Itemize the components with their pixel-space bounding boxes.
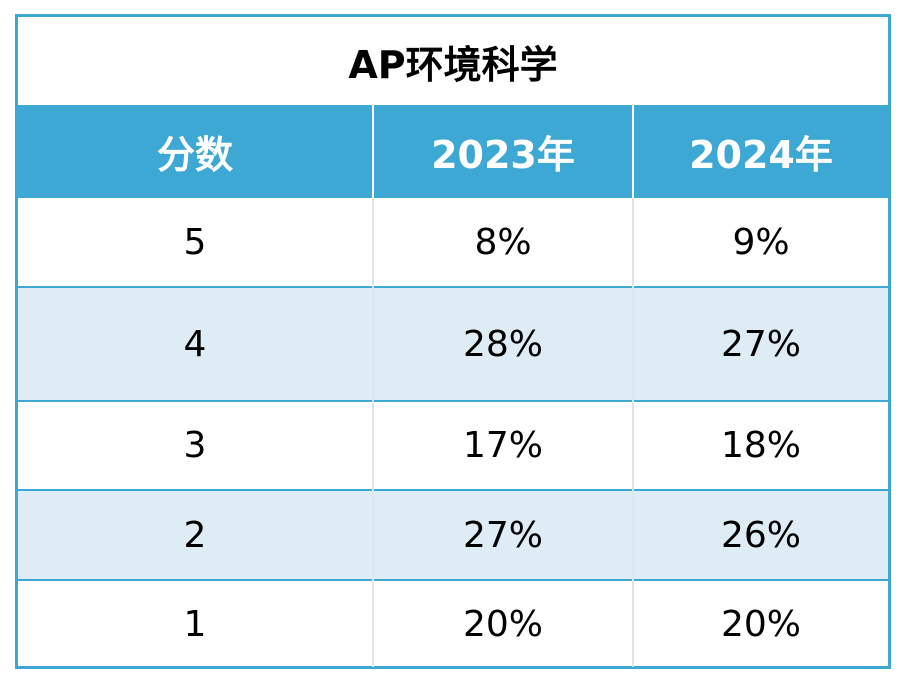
score-distribution-table: 分数 2023年 2024年 5 8% 9% 4 28% 27% 3 17% 1…	[18, 105, 888, 667]
cell-score: 4	[18, 286, 374, 401]
table-row: 3 17% 18%	[18, 400, 888, 490]
table-row: 5 8% 9%	[18, 198, 888, 287]
table-row: 1 20% 20%	[18, 579, 888, 667]
score-table-frame: AP环境科学 分数 2023年 2024年 5 8% 9% 4 28% 27% …	[15, 14, 891, 669]
cell-score: 3	[18, 400, 374, 490]
cell-score: 2	[18, 489, 374, 580]
cell-2023: 8%	[373, 198, 634, 287]
header-2024: 2024年	[633, 105, 888, 198]
header-score: 分数	[18, 105, 374, 198]
header-row: 分数 2023年 2024年	[18, 105, 888, 198]
cell-2023: 28%	[373, 286, 634, 401]
cell-score: 5	[18, 198, 374, 287]
table-row: 4 28% 27%	[18, 286, 888, 401]
header-2023: 2023年	[373, 105, 634, 198]
cell-2024: 26%	[633, 489, 888, 580]
cell-2023: 27%	[373, 489, 634, 580]
cell-2024: 27%	[633, 286, 888, 401]
cell-2024: 20%	[633, 579, 888, 667]
cell-2024: 18%	[633, 400, 888, 490]
table-title: AP环境科学	[18, 17, 888, 107]
cell-2024: 9%	[732, 221, 790, 263]
cell-2023: 17%	[373, 400, 634, 490]
cell-score: 1	[18, 579, 374, 667]
cell-2023: 20%	[373, 579, 634, 667]
table-row: 2 27% 26%	[18, 489, 888, 580]
